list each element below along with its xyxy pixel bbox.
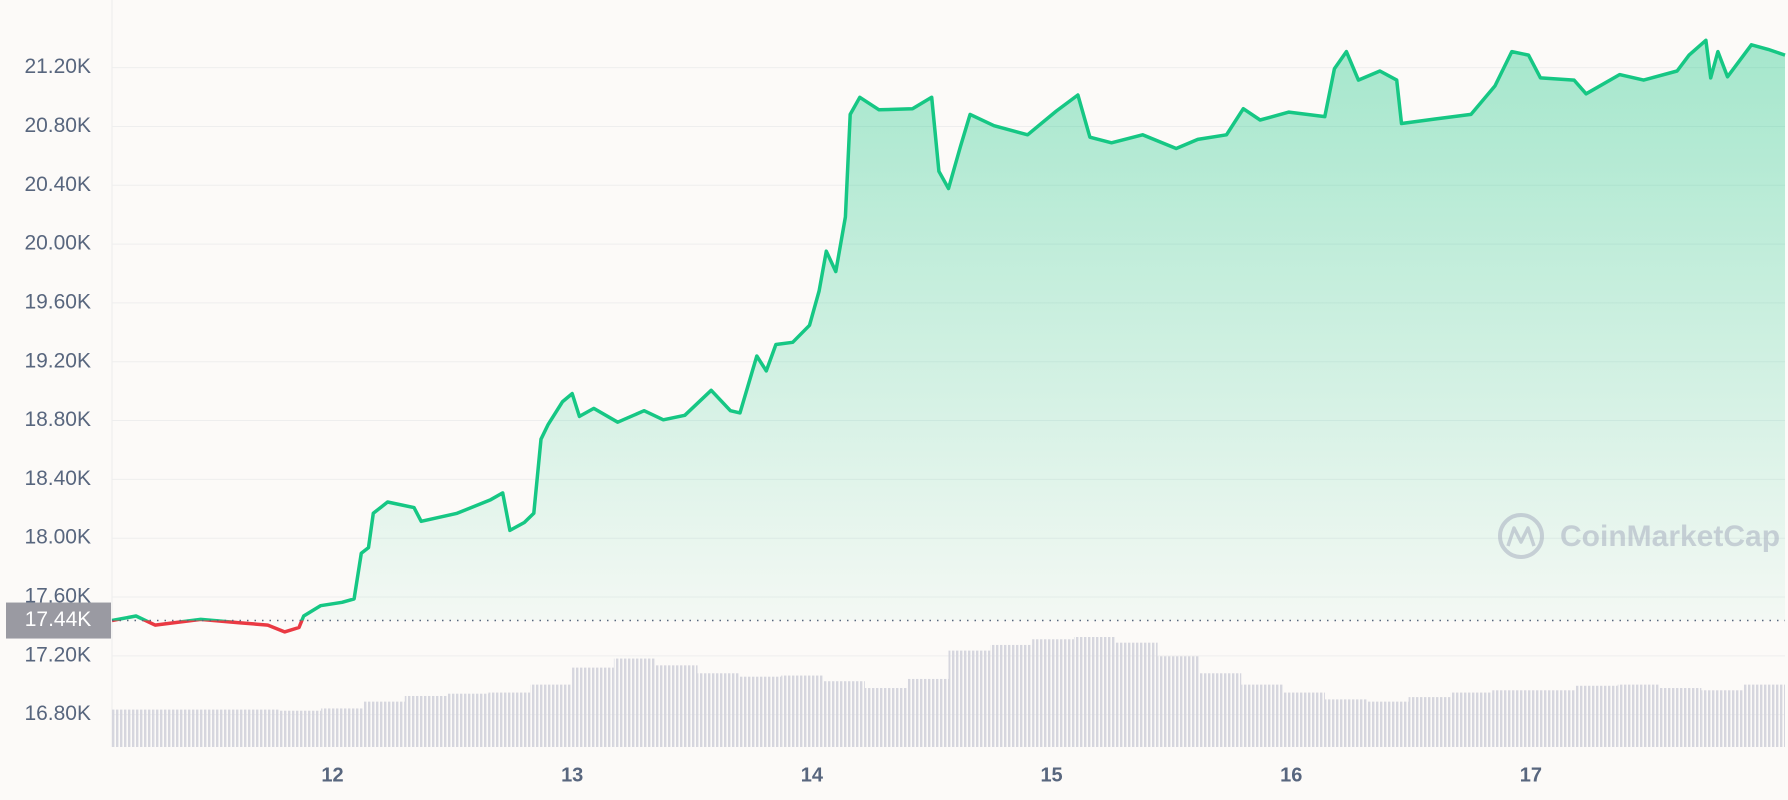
y-tick-label: 17.60K [24,585,91,608]
volume-bar [1450,692,1493,747]
volume-bar [321,708,363,747]
volume-bar [488,692,531,747]
volume-bar [1324,699,1367,747]
volume-bar [530,684,573,747]
y-tick-label: 20.80K [24,114,91,137]
volume-bar [697,673,740,747]
watermark-logo [1498,513,1544,559]
volume-bar [1157,656,1200,747]
volume-bar [572,667,614,747]
volume-bar [739,676,782,747]
volume-bar [906,678,949,747]
volume-bar [1366,701,1409,747]
volume-bar [1534,690,1576,747]
volume-bar [237,709,280,747]
x-tick-label: 16 [1280,764,1302,786]
watermark: CoinMarketCap [1498,513,1780,559]
volume-bar [404,695,447,747]
volume-bar [362,701,405,747]
volume-bar [1241,684,1284,747]
volume-bar [613,658,656,747]
watermark-logo-mark [1506,526,1536,547]
y-tick-label: 21.20K [24,55,91,78]
volume-bar [823,681,865,747]
x-tick-label: 12 [321,764,343,786]
volume-bar [1032,639,1074,747]
y-tick-label: 20.40K [24,173,91,196]
volume-bar [1073,637,1116,747]
y-tick-label: 19.20K [24,349,91,372]
volume-bar [1283,692,1325,747]
volume-bar [1743,684,1785,747]
volume-bar [1701,690,1744,747]
volume-bar [990,644,1033,747]
volume-bar [1575,685,1618,747]
x-tick-label: 17 [1520,764,1542,786]
y-tick-label: 16.80K [24,702,91,725]
volume-bar [864,688,907,747]
volume-bar [655,665,698,747]
volume-bar [1408,697,1451,747]
y-tick-label: 18.00K [24,526,91,549]
volume-bar [1492,690,1535,747]
volume-bar [153,709,196,747]
y-tick-label: 18.40K [24,467,91,490]
volume-bar [1199,673,1242,747]
price-line [111,38,1786,621]
volume-bar [1617,684,1660,747]
y-tick-label: 18.80K [24,408,91,431]
volume-bar [112,709,154,747]
x-tick-label: 15 [1040,764,1062,786]
volume-bar [1659,688,1702,747]
baseline-label-box [6,602,111,639]
y-tick-label: 19.60K [24,290,91,313]
y-tick-label: 20.00K [24,232,91,255]
x-tick-label: 13 [561,764,583,786]
baseline-label: 17.44K [25,608,92,631]
volume-bar [1115,642,1158,747]
price-area [112,40,1785,621]
volume-bar [195,709,238,747]
volume-bar [446,693,489,747]
watermark-text: CoinMarketCap [1560,520,1780,553]
volume-bar [781,675,824,747]
x-tick-label: 14 [801,764,824,786]
y-tick-label: 17.20K [24,643,91,666]
volume-bar [948,650,991,747]
volume-bar [279,710,322,747]
